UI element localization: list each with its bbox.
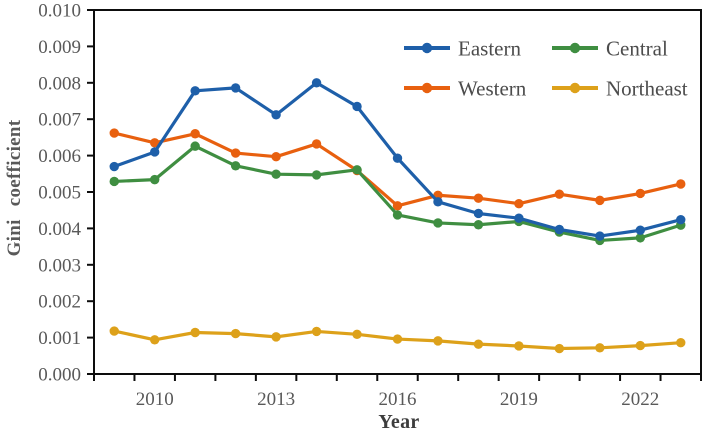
y-tick-label: 0.000	[38, 365, 81, 386]
data-point-northeast	[635, 340, 645, 351]
legend-label-central: Central	[606, 37, 668, 61]
x-tick-label: 2013	[257, 389, 295, 410]
data-point-western	[230, 148, 241, 158]
data-point-central	[392, 210, 403, 220]
y-tick-label: 0.010	[38, 1, 81, 22]
plot-border	[93, 9, 702, 375]
data-point-central	[109, 176, 119, 187]
data-point-eastern	[554, 224, 565, 235]
data-point-eastern	[635, 225, 645, 235]
x-tick-label: 2019	[500, 389, 538, 410]
data-point-central	[352, 165, 362, 175]
legend-label-eastern: Eastern	[458, 37, 521, 61]
data-point-northeast	[554, 343, 565, 354]
y-tick-label: 0.004	[38, 219, 81, 240]
series-eastern	[109, 78, 686, 241]
data-point-western	[473, 193, 484, 203]
data-point-northeast	[190, 327, 200, 338]
data-point-western	[676, 179, 686, 189]
data-point-northeast	[473, 339, 484, 349]
series-western	[109, 128, 686, 211]
y-axis: 0.000 0.001 0.002 0.003 0.004 0.005 0.006 0.007…	[38, 1, 94, 386]
y-tick-label: 0.007	[38, 110, 81, 131]
data-point-eastern	[311, 78, 322, 88]
legend-label-western: Western	[458, 77, 527, 101]
data-point-western	[554, 189, 565, 199]
legend-label-northeast: Northeast	[606, 77, 688, 101]
data-point-eastern	[514, 213, 524, 223]
data-point-central	[190, 141, 200, 151]
legend-item-central: Central	[552, 37, 668, 61]
data-point-central	[271, 169, 281, 179]
legend-marker-eastern	[421, 42, 433, 54]
data-point-northeast	[352, 329, 362, 340]
data-point-eastern	[150, 147, 160, 157]
legend-marker-western	[421, 82, 433, 94]
data-point-eastern	[392, 153, 403, 163]
legend-marker-northeast	[569, 82, 581, 94]
y-tick-label: 0.001	[38, 328, 81, 349]
data-point-western	[271, 151, 281, 162]
y-axis-title: Gini coefficient	[4, 119, 25, 257]
data-point-eastern	[190, 86, 200, 96]
data-point-northeast	[109, 326, 119, 336]
data-point-central	[473, 220, 484, 230]
data-point-western	[514, 198, 524, 209]
data-point-eastern	[595, 231, 605, 241]
x-tick-label: 2016	[379, 389, 417, 410]
y-tick-label: 0.009	[38, 37, 81, 58]
data-point-eastern	[109, 161, 119, 172]
data-point-western	[109, 128, 119, 138]
data-point-western	[595, 195, 605, 206]
data-point-eastern	[473, 208, 484, 219]
data-point-central	[635, 233, 645, 243]
legend-marker-central	[569, 42, 581, 54]
data-point-eastern	[352, 101, 362, 112]
data-point-eastern	[433, 197, 443, 207]
x-tick-label: 2010	[136, 389, 174, 410]
data-point-western	[635, 188, 645, 199]
data-point-northeast	[150, 335, 160, 345]
data-point-western	[392, 201, 403, 211]
data-point-eastern	[230, 83, 241, 93]
data-point-northeast	[433, 336, 443, 346]
legend-item-eastern: Eastern	[404, 37, 521, 61]
x-axis: 2010 2013 2016 2019 2022	[93, 374, 702, 410]
series-central	[109, 141, 686, 246]
data-point-western	[190, 129, 200, 139]
data-point-central	[150, 174, 160, 185]
data-point-central	[433, 218, 443, 228]
legend-item-western: Western	[404, 77, 527, 101]
y-tick-label: 0.005	[38, 183, 81, 204]
data-point-northeast	[392, 334, 403, 344]
data-point-northeast	[271, 332, 281, 342]
data-point-eastern	[676, 214, 686, 225]
legend-item-northeast: Northeast	[552, 77, 688, 101]
data-point-northeast	[595, 343, 605, 353]
data-point-northeast	[514, 341, 524, 351]
legend: Eastern Central Western Northeast	[404, 37, 688, 101]
x-axis-title: Year	[378, 411, 420, 433]
y-tick-label: 0.006	[38, 146, 81, 167]
data-point-western	[150, 138, 160, 148]
series-northeast	[109, 326, 686, 354]
x-tick-label: 2022	[621, 389, 659, 410]
data-point-northeast	[230, 328, 241, 339]
data-point-western	[311, 139, 322, 149]
y-tick-label: 0.008	[38, 73, 81, 94]
y-tick-label: 0.002	[38, 292, 81, 313]
data-point-northeast	[311, 326, 322, 337]
data-point-northeast	[676, 337, 686, 348]
data-point-eastern	[271, 110, 281, 120]
data-point-central	[311, 170, 322, 180]
y-tick-label: 0.003	[38, 255, 81, 276]
data-point-central	[230, 161, 241, 171]
